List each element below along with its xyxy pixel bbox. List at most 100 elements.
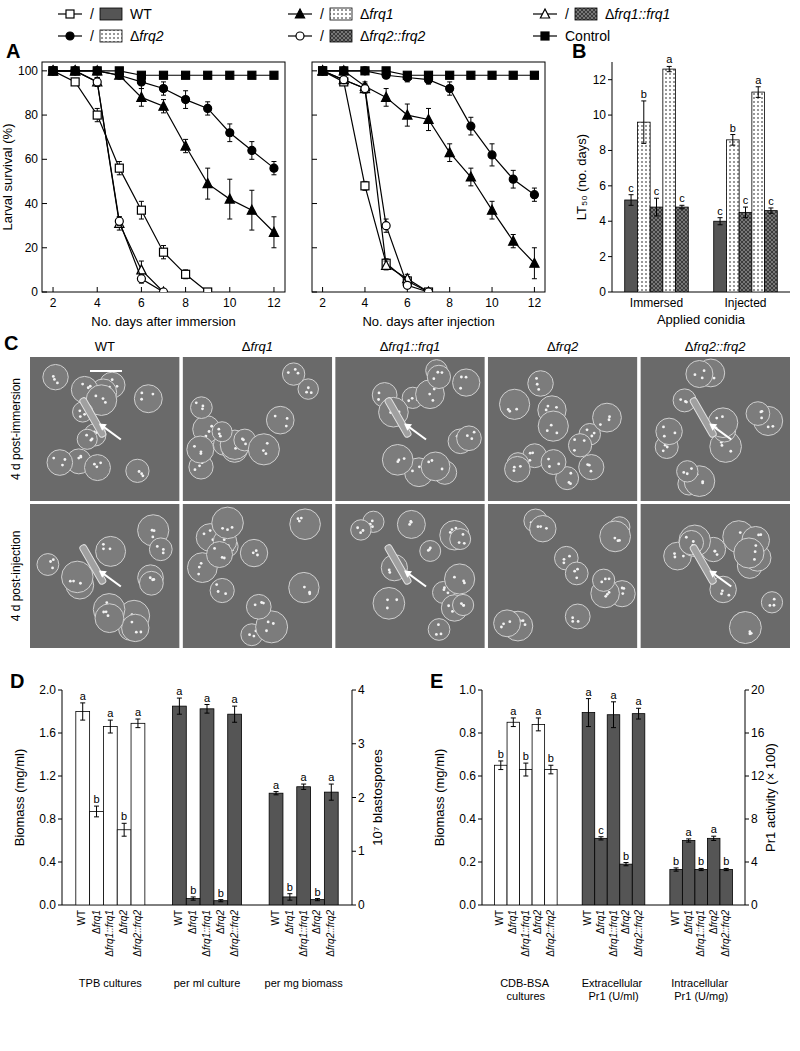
error-stem [720,218,721,225]
hemocyte [505,456,531,482]
error-cap [274,794,279,795]
error-cap [711,836,716,837]
error-bar [191,897,196,900]
granule [754,550,757,553]
bar [324,792,338,905]
survival-point [203,179,212,188]
y2-tick-label: 0 [751,898,758,912]
survival-point [382,67,390,75]
survival-point [509,71,517,79]
granule [99,461,102,464]
gene: frq2 [532,910,543,928]
y-tick [42,247,47,248]
significance-letter: c [717,205,723,217]
bar [632,714,645,905]
gene: frq2 [118,910,129,928]
arrow-head [404,570,412,577]
error-cap [94,806,99,807]
granule [714,550,717,553]
hemocyte [382,444,413,475]
granule [52,558,55,561]
granule [56,382,59,385]
granule [378,392,381,395]
survival-point [488,151,496,159]
granule [69,580,72,583]
survival-point [339,75,348,84]
x-tick [449,287,450,292]
survival-point [93,66,102,75]
survival-point [509,175,517,183]
legend-label: WT [130,6,152,22]
error-cap [511,247,516,248]
hemocyte [729,612,761,644]
micrograph [183,357,333,501]
error-cap [724,868,729,869]
y-tick [58,733,62,734]
error-cap [523,776,528,777]
survival-point [247,205,256,214]
strain-label: Δfrq1::frq1 [519,910,530,957]
error-cap [686,838,691,839]
survival-point [93,67,101,75]
strain-label: Δfrq2::frq2 [545,910,556,957]
y-tick-label: 0.0 [39,898,56,912]
survival-point [71,67,79,75]
granule [377,398,380,401]
y2-tick [745,819,749,820]
granule [248,633,251,636]
y2-tick [745,905,749,906]
bar [663,69,676,292]
granule [539,525,542,528]
error-cap [301,784,306,785]
y2-tick-label: 3 [358,737,365,751]
gene: frq2::frq2 [545,910,556,950]
granule [463,542,466,545]
survival-point [159,287,168,292]
granule [224,592,227,595]
granule [202,405,205,408]
granule [102,397,105,400]
hemocyte [568,434,591,457]
hemocyte [593,403,622,432]
significance-letter: a [204,692,211,704]
strain-label: Δfrq1 [90,910,101,934]
y-tick-label: 0.0 [459,898,476,912]
y2-tick [352,743,356,744]
x-tick [273,287,274,292]
legend-swatch [100,8,122,20]
granule [508,620,511,623]
error-cap [139,201,144,202]
error-cap [205,168,210,169]
survival-point [424,115,433,124]
error-cap [511,170,516,171]
micrograph [640,357,790,501]
x-tick [322,287,323,292]
hemocyte [421,452,450,481]
hemocyte [77,429,97,449]
hemocyte [397,510,425,538]
bar [620,864,633,905]
strain-label: WT [173,910,184,926]
error-bar [699,868,704,870]
x-tick-label: 8 [446,296,453,310]
y-tick-label: 4 [599,214,606,228]
legend-separator: / [320,28,324,44]
granule [621,592,624,595]
y-axis-label: Larval survival (%) [0,124,15,231]
error-cap [329,800,334,801]
granule [555,406,558,409]
gene: frq1::frq1 [614,6,670,22]
error-bar [724,868,729,870]
granule [460,376,463,379]
granule [462,533,465,536]
granule [674,432,677,435]
error-cap [249,159,254,160]
hyphal-body [384,544,412,586]
significance-letter: c [743,194,749,206]
error-stem [631,195,632,206]
strain-label: Δfrq1::frq1 [297,910,308,957]
survival-point [71,67,79,75]
granule [590,470,593,473]
error-cap [227,123,232,124]
dual-bar-chart: 0.00.40.81.21.62.001234DBiomass (mg/ml)1… [10,670,385,989]
